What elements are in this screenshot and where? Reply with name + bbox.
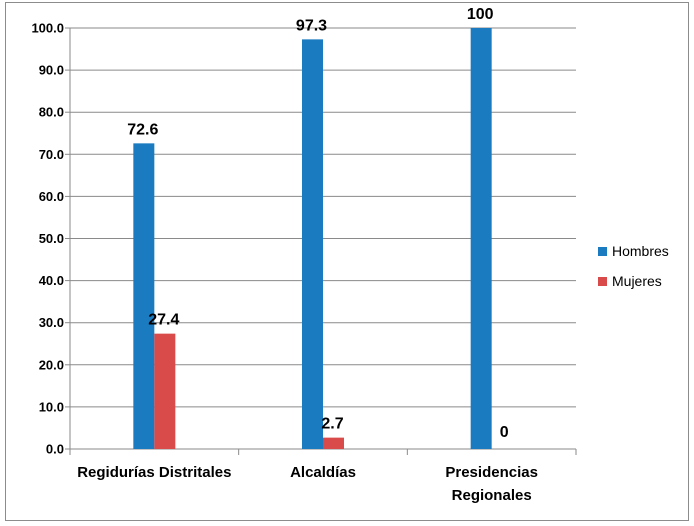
x-category-label: Regidurías Distritales xyxy=(77,464,231,481)
y-tick-label: 90.0 xyxy=(39,63,64,78)
y-tick-label: 80.0 xyxy=(39,105,64,120)
data-labels: 72.6 97.3 100 27.4 2.7 0 xyxy=(127,6,508,441)
data-label: 100 xyxy=(467,6,494,23)
chart-frame xyxy=(5,2,689,521)
x-category-label: Regionales xyxy=(452,487,532,504)
data-label: 0 xyxy=(500,424,509,441)
legend-swatch-mujeres xyxy=(598,277,607,286)
bars xyxy=(133,28,492,449)
bar-hombres xyxy=(133,143,155,449)
y-tick-label: 100.0 xyxy=(31,21,64,36)
y-tick-label: 50.0 xyxy=(39,231,64,246)
y-tick-label: 0.0 xyxy=(46,442,64,457)
legend: Hombres Mujeres xyxy=(598,243,669,289)
data-label: 27.4 xyxy=(148,312,179,329)
y-tick-label: 60.0 xyxy=(39,189,64,204)
data-label: 97.3 xyxy=(296,17,327,34)
bar-mujeres xyxy=(154,333,176,449)
bar-mujeres xyxy=(323,437,344,449)
data-label: 72.6 xyxy=(127,121,158,138)
x-category-label: Presidencias xyxy=(445,464,538,481)
bar-hombres xyxy=(470,28,492,449)
data-label: 2.7 xyxy=(321,416,343,433)
legend-label: Mujeres xyxy=(612,273,662,289)
y-tick-label: 30.0 xyxy=(39,315,64,330)
y-tick-label: 10.0 xyxy=(39,399,64,414)
y-tick-label: 70.0 xyxy=(39,147,64,162)
y-tick-label: 40.0 xyxy=(39,273,64,288)
y-tick-label: 20.0 xyxy=(39,357,64,372)
legend-swatch-hombres xyxy=(598,247,607,256)
bar-hombres xyxy=(302,39,323,449)
legend-label: Hombres xyxy=(612,243,669,259)
x-category-label: Alcaldías xyxy=(290,464,356,481)
